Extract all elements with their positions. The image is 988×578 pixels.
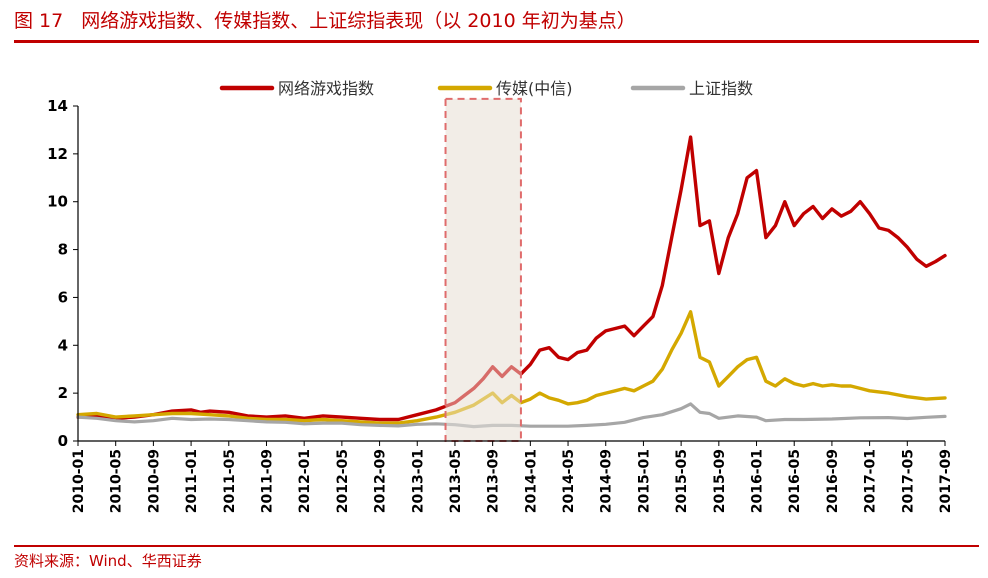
footer-rule: [14, 545, 979, 547]
header-rule: [14, 40, 979, 43]
x-tick-label: 2012-01: [297, 449, 313, 513]
x-tick-label: 2015-09: [712, 449, 728, 513]
x-tick-label: 2012-05: [335, 449, 351, 513]
highlight-box-fill: [445, 98, 521, 442]
y-tick-label: 2: [58, 384, 68, 402]
x-tick-label: 2011-05: [222, 449, 238, 513]
figure-label: 图 17: [14, 10, 64, 32]
y-tick-label: 4: [58, 336, 68, 354]
y-tick-label: 10: [47, 193, 68, 211]
x-tick-label: 2017-01: [863, 449, 879, 513]
legend-label-2: 传媒(中信): [496, 79, 573, 98]
y-tick-label: 6: [58, 288, 68, 306]
x-tick-label: 2016-05: [787, 449, 803, 513]
x-tick-label: 2011-01: [184, 449, 200, 513]
x-tick-label: 2010-09: [146, 449, 162, 513]
legend-label-1: 网络游戏指数: [278, 79, 374, 98]
x-tick-label: 2014-05: [561, 449, 577, 513]
y-tick-label: 14: [47, 97, 68, 115]
x-tick-label: 2017-05: [900, 449, 916, 513]
series-line-1: [76, 135, 947, 422]
figure-title: 网络游戏指数、传媒指数、上证综指表现（以 2010 年初为基点）: [81, 10, 636, 32]
x-tick-label: 2012-09: [373, 449, 389, 513]
x-tick-label: 2015-05: [674, 449, 690, 513]
highlight-box-border: [444, 97, 522, 442]
y-tick-label: 12: [47, 145, 68, 163]
x-tick-label: 2010-05: [109, 449, 125, 513]
highlight-box-overlay: [445, 98, 521, 442]
x-tick-label: 2013-09: [486, 449, 502, 513]
x-tick-label: 2013-01: [410, 449, 426, 513]
legend-label-3: 上证指数: [689, 79, 753, 98]
x-tick-label: 2016-01: [750, 449, 766, 513]
x-tick-label: 2015-01: [636, 449, 652, 513]
x-tick-label: 2010-01: [71, 449, 87, 513]
x-tick-label: 2011-09: [259, 449, 275, 513]
series-line-2: [76, 310, 947, 425]
x-tick-label: 2016-09: [825, 449, 841, 513]
x-tick-label: 2013-05: [448, 449, 464, 513]
x-tick-label: 2014-09: [599, 449, 615, 513]
figure-header: 图 17 网络游戏指数、传媒指数、上证综指表现（以 2010 年初为基点）: [14, 6, 979, 36]
y-tick-label: 8: [58, 241, 68, 259]
x-tick-label: 2014-01: [523, 449, 539, 513]
source-note: 资料来源：Wind、华西证券: [14, 552, 202, 570]
x-tick-label: 2017-09: [938, 449, 954, 513]
y-tick-label: 0: [58, 432, 68, 450]
